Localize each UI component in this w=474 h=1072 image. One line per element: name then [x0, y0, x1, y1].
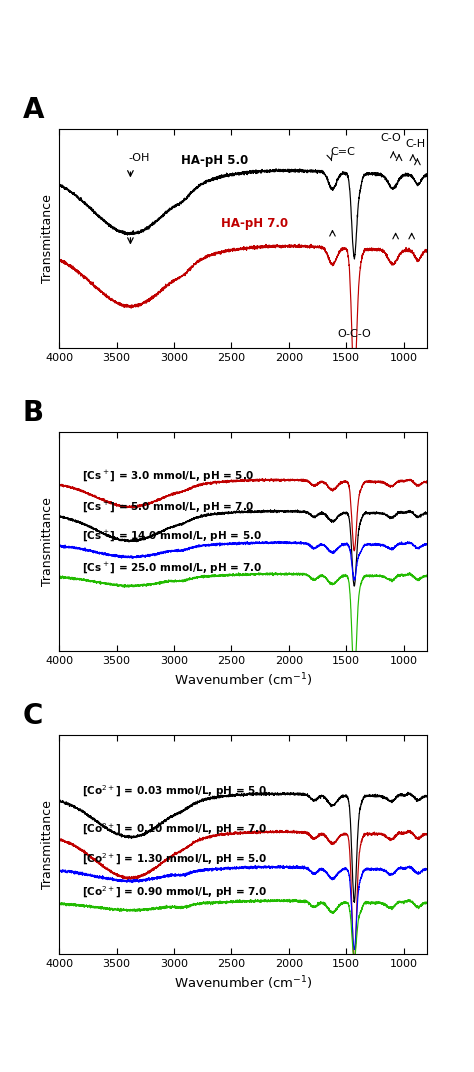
- Text: [Co$^{2+}$] = 0.90 mmol/L, pH = 7.0: [Co$^{2+}$] = 0.90 mmol/L, pH = 7.0: [82, 884, 268, 899]
- X-axis label: Wavenumber (cm$^{-1}$): Wavenumber (cm$^{-1}$): [173, 974, 312, 992]
- Text: A: A: [22, 96, 44, 124]
- Text: B: B: [22, 399, 44, 428]
- Y-axis label: Transmittance: Transmittance: [41, 800, 54, 889]
- Text: [Cs$^+$] = 25.0 mmol/L, pH = 7.0: [Cs$^+$] = 25.0 mmol/L, pH = 7.0: [82, 560, 262, 575]
- Text: [Cs$^+$] = 14.0 mmol/L, pH = 5.0: [Cs$^+$] = 14.0 mmol/L, pH = 5.0: [82, 528, 262, 544]
- Text: [Co$^{2+}$] = 0.10 mmol/L, pH = 7.0: [Co$^{2+}$] = 0.10 mmol/L, pH = 7.0: [82, 822, 268, 837]
- Text: -OH: -OH: [129, 153, 150, 163]
- Text: [Co$^{2+}$] = 1.30 mmol/L, pH = 5.0: [Co$^{2+}$] = 1.30 mmol/L, pH = 5.0: [82, 851, 268, 867]
- Text: C=C: C=C: [331, 147, 356, 158]
- Y-axis label: Transmittance: Transmittance: [41, 497, 54, 585]
- Text: HA-pH 5.0: HA-pH 5.0: [181, 153, 248, 166]
- Text: C-H: C-H: [405, 138, 425, 149]
- Text: HA-pH 7.0: HA-pH 7.0: [221, 217, 288, 229]
- Text: [Cs$^+$] = 5.0 mmol/L, pH = 7.0: [Cs$^+$] = 5.0 mmol/L, pH = 7.0: [82, 500, 255, 515]
- Y-axis label: Transmittance: Transmittance: [41, 194, 54, 283]
- Text: [Co$^{2+}$] = 0.03 mmol/L, pH = 5.0: [Co$^{2+}$] = 0.03 mmol/L, pH = 5.0: [82, 784, 268, 799]
- Text: [Cs$^+$] = 3.0 mmol/L, pH = 5.0: [Cs$^+$] = 3.0 mmol/L, pH = 5.0: [82, 468, 255, 483]
- Text: O-C-O: O-C-O: [337, 329, 371, 339]
- X-axis label: Wavenumber (cm$^{-1}$): Wavenumber (cm$^{-1}$): [173, 671, 312, 689]
- Text: C: C: [22, 702, 43, 730]
- Text: C-O: C-O: [381, 133, 401, 144]
